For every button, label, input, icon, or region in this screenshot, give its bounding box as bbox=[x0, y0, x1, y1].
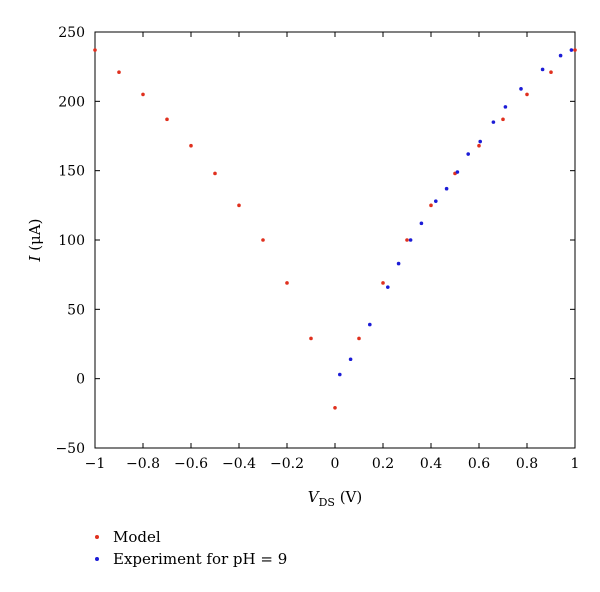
x-tick-label: −0.6 bbox=[174, 456, 208, 472]
x-tick-label: 0.2 bbox=[372, 456, 394, 472]
experiment-point bbox=[386, 285, 390, 289]
x-tick-label: −1 bbox=[85, 456, 106, 472]
model-point bbox=[501, 117, 505, 122]
model-point bbox=[525, 92, 529, 97]
x-tick-label: 0 bbox=[331, 456, 340, 472]
y-tick-label: 50 bbox=[67, 302, 85, 318]
model-point bbox=[189, 143, 193, 148]
x-tick-label: 0.4 bbox=[420, 456, 442, 472]
experiment-point bbox=[519, 87, 523, 91]
data-points bbox=[93, 48, 577, 410]
experiment-point bbox=[338, 372, 342, 377]
experiment-point bbox=[444, 186, 449, 191]
legend-item-model: Model bbox=[95, 526, 287, 548]
legend-label-experiment: Experiment for pH = 9 bbox=[113, 550, 288, 568]
model-point bbox=[573, 48, 577, 52]
x-tick-label: −0.8 bbox=[126, 456, 160, 472]
model-point bbox=[381, 281, 385, 285]
x-axis-label: VDS (V) bbox=[308, 488, 363, 509]
legend: Model Experiment for pH = 9 bbox=[95, 526, 287, 570]
y-tick-label: 0 bbox=[76, 372, 85, 388]
model-point bbox=[429, 203, 433, 208]
series-model bbox=[93, 48, 577, 410]
experiment-point bbox=[348, 357, 353, 362]
model-point bbox=[261, 238, 265, 242]
legend-marker-experiment bbox=[95, 557, 99, 561]
experiment-point bbox=[408, 238, 413, 242]
model-point bbox=[549, 70, 553, 75]
x-tick-label: 1 bbox=[571, 456, 580, 472]
experiment-point bbox=[368, 322, 372, 327]
y-tick-label: 200 bbox=[58, 94, 85, 110]
y-tick-label: −50 bbox=[55, 441, 85, 457]
model-point bbox=[285, 281, 289, 285]
experiment-point bbox=[466, 152, 471, 156]
experiment-point bbox=[540, 67, 545, 72]
model-point bbox=[357, 336, 361, 341]
model-point bbox=[405, 238, 409, 242]
model-point bbox=[333, 405, 337, 410]
legend-label-model: Model bbox=[113, 528, 161, 546]
experiment-point bbox=[491, 120, 496, 124]
experiment-point bbox=[558, 53, 563, 58]
tick-labels: −1 −0.8 −0.6 −0.4 −0.2 0 0.2 0.4 0.6 0.8 1 −50 0 50 10… bbox=[55, 25, 579, 472]
experiment-point bbox=[478, 139, 483, 144]
experiment-point bbox=[396, 261, 401, 266]
x-tick-label: −0.4 bbox=[222, 456, 256, 472]
experiment-point bbox=[455, 170, 460, 174]
legend-item-experiment: Experiment for pH = 9 bbox=[95, 548, 287, 570]
y-tick-label: 150 bbox=[58, 164, 85, 180]
ticks bbox=[94, 31, 576, 449]
x-tick-label: −0.2 bbox=[270, 456, 304, 472]
x-tick-label: 0.8 bbox=[516, 456, 538, 472]
model-point bbox=[93, 48, 97, 52]
experiment-point bbox=[569, 48, 574, 52]
series-experiment bbox=[338, 48, 574, 377]
model-point bbox=[309, 336, 313, 341]
model-point bbox=[117, 70, 121, 75]
model-point bbox=[141, 92, 145, 97]
legend-marker-model bbox=[95, 535, 99, 539]
model-point bbox=[213, 171, 217, 176]
y-axis-label: I (μA) bbox=[26, 219, 44, 263]
experiment-point bbox=[434, 199, 438, 203]
plot-frame bbox=[94, 31, 576, 449]
y-tick-label: 250 bbox=[58, 25, 85, 41]
model-point bbox=[165, 117, 169, 122]
experiment-point bbox=[419, 221, 424, 226]
experiment-point bbox=[503, 105, 508, 109]
model-point bbox=[477, 143, 481, 148]
model-point bbox=[237, 203, 241, 208]
x-tick-label: 0.6 bbox=[468, 456, 490, 472]
y-tick-label: 100 bbox=[58, 233, 85, 249]
